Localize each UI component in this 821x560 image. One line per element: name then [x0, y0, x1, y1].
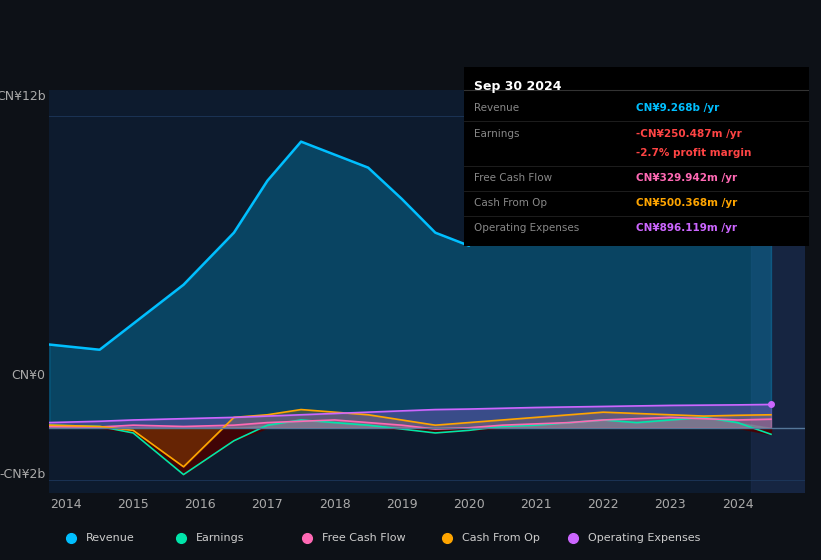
Text: Operating Expenses: Operating Expenses — [588, 533, 700, 543]
Text: CN¥896.119m /yr: CN¥896.119m /yr — [636, 223, 737, 234]
Text: Revenue: Revenue — [85, 533, 134, 543]
Text: -CN¥250.487m /yr: -CN¥250.487m /yr — [636, 128, 742, 138]
Text: Earnings: Earnings — [196, 533, 245, 543]
Text: Free Cash Flow: Free Cash Flow — [322, 533, 406, 543]
Text: Operating Expenses: Operating Expenses — [475, 223, 580, 234]
Text: Sep 30 2024: Sep 30 2024 — [475, 80, 562, 93]
Text: Cash From Op: Cash From Op — [475, 198, 548, 208]
Text: CN¥0: CN¥0 — [11, 369, 45, 382]
Text: -2.7% profit margin: -2.7% profit margin — [636, 148, 752, 158]
Text: Free Cash Flow: Free Cash Flow — [475, 173, 553, 183]
Text: CN¥329.942m /yr: CN¥329.942m /yr — [636, 173, 737, 183]
Text: CN¥9.268b /yr: CN¥9.268b /yr — [636, 104, 719, 114]
Text: -CN¥2b: -CN¥2b — [0, 468, 45, 481]
Text: Earnings: Earnings — [475, 128, 520, 138]
Bar — [751, 90, 805, 493]
Text: Revenue: Revenue — [475, 104, 520, 114]
Text: CN¥500.368m /yr: CN¥500.368m /yr — [636, 198, 737, 208]
Text: CN¥12b: CN¥12b — [0, 90, 45, 102]
Text: Cash From Op: Cash From Op — [462, 533, 540, 543]
